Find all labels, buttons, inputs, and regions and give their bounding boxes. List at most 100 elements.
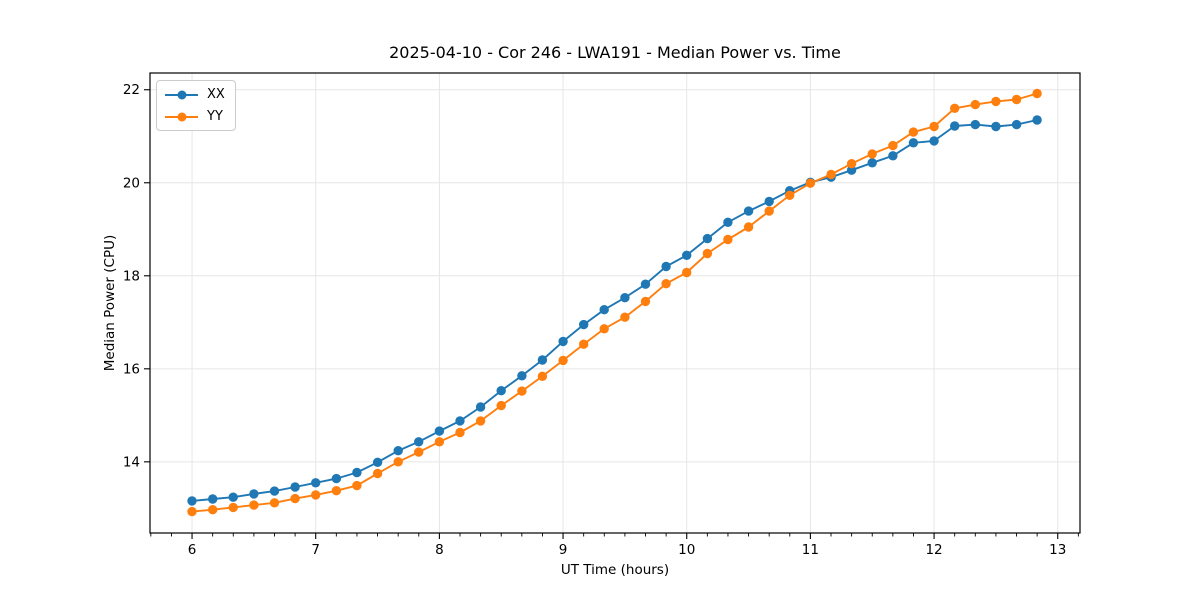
data-point-xx (970, 119, 980, 130)
data-point-yy (537, 371, 548, 381)
data-point-yy (311, 490, 321, 500)
data-point-yy (826, 169, 836, 180)
data-point-yy (475, 416, 486, 426)
data-point-yy (517, 386, 527, 396)
data-point-yy (908, 127, 919, 137)
data-point-yy (764, 206, 774, 216)
data-point-xx (352, 467, 362, 478)
series-line-yy (191, 92, 1038, 513)
data-point-xx (475, 402, 486, 412)
data-point-yy (599, 324, 609, 334)
data-point-xx (496, 386, 506, 396)
data-point-yy (888, 140, 898, 151)
data-point-xx (414, 437, 424, 447)
data-point-xx (290, 482, 300, 492)
legend: XX YY (156, 80, 236, 131)
data-point-yy (352, 480, 362, 491)
y-tick-label: 22 (123, 82, 140, 98)
data-point-yy (682, 267, 692, 278)
data-point-yy (1011, 94, 1022, 105)
legend-line-marker-icon (165, 112, 198, 121)
data-point-xx (723, 217, 733, 227)
data-point-yy (929, 121, 939, 132)
data-point-xx (599, 305, 609, 315)
data-point-yy (249, 500, 259, 510)
data-point-xx (187, 496, 197, 506)
data-point-yy (991, 96, 1001, 107)
data-point-yy (702, 248, 713, 259)
data-point-yy (805, 178, 816, 188)
data-point-xx (228, 492, 238, 502)
data-point-yy (579, 339, 589, 349)
x-tick-label: 7 (311, 542, 320, 558)
y-tick-label: 20 (123, 175, 140, 191)
legend-item-yy: YY (165, 108, 225, 125)
data-point-xx (661, 261, 671, 272)
data-point-yy (269, 498, 280, 508)
series-line-xx (191, 119, 1038, 502)
data-point-xx (991, 121, 1001, 132)
data-point-xx (908, 138, 919, 148)
plot-frame (149, 72, 1081, 534)
x-tick-label: 8 (435, 542, 444, 558)
data-point-yy (620, 312, 630, 322)
data-point-yy (496, 400, 506, 411)
data-point-xx (517, 371, 527, 381)
data-point-xx (867, 158, 877, 168)
data-point-xx (331, 473, 342, 484)
data-point-xx (393, 446, 403, 456)
x-axis-label: UT Time (hours) (560, 562, 670, 578)
data-point-xx (929, 136, 939, 146)
data-point-yy (290, 493, 300, 504)
chart-title: 2025-04-10 - Cor 246 - LWA191 - Median P… (389, 43, 841, 62)
y-tick-label: 18 (123, 268, 140, 284)
legend-item-xx: XX (165, 86, 225, 103)
data-point-xx (950, 121, 960, 131)
data-point-xx (640, 279, 651, 289)
data-point-xx (846, 165, 857, 175)
data-point-xx (620, 293, 630, 303)
data-point-yy (867, 149, 877, 159)
data-point-xx (208, 494, 218, 504)
y-tick-label: 16 (123, 361, 140, 377)
data-point-yy (434, 437, 445, 447)
x-tick-label: 11 (802, 542, 819, 558)
data-point-yy (661, 279, 671, 289)
data-point-xx (1011, 119, 1022, 130)
data-point-xx (579, 319, 589, 330)
data-point-yy (640, 296, 651, 307)
data-point-yy (393, 457, 403, 467)
data-point-xx (311, 478, 321, 488)
data-point-yy (208, 505, 218, 515)
data-point-yy (846, 159, 857, 169)
data-point-yy (1032, 88, 1042, 99)
legend-label: XX (207, 87, 225, 102)
data-point-yy (228, 502, 238, 513)
x-tick-label: 9 (559, 542, 568, 558)
legend-line-marker-icon (165, 90, 198, 99)
data-point-xx (434, 426, 445, 436)
data-point-yy (414, 447, 424, 457)
x-tick-label: 10 (678, 542, 695, 558)
data-point-xx (372, 457, 383, 467)
data-point-yy (331, 486, 342, 496)
data-point-xx (249, 489, 259, 499)
data-point-xx (558, 336, 568, 347)
data-point-yy (970, 99, 980, 110)
x-tick-label: 12 (925, 542, 942, 558)
x-tick-label: 6 (188, 542, 197, 558)
data-point-yy (455, 427, 465, 438)
data-point-xx (743, 206, 754, 216)
y-axis-label: Median Power (CPU) (102, 234, 118, 372)
data-point-xx (682, 250, 692, 260)
data-point-xx (888, 151, 898, 161)
data-point-xx (702, 233, 713, 244)
data-point-xx (269, 486, 280, 496)
data-point-xx (1032, 115, 1042, 125)
data-point-xx (764, 196, 774, 207)
data-point-yy (785, 190, 795, 200)
data-point-yy (743, 222, 754, 232)
data-point-yy (723, 234, 733, 245)
